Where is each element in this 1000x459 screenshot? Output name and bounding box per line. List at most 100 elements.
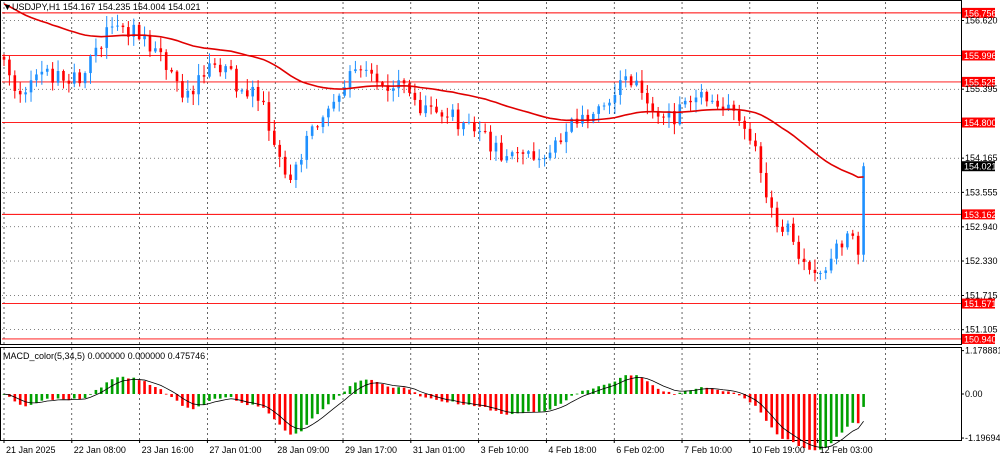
candle-body bbox=[391, 88, 395, 91]
macd-bar bbox=[127, 378, 130, 394]
candle bbox=[656, 106, 660, 124]
macd-bar bbox=[370, 379, 373, 394]
macd-bar bbox=[662, 391, 665, 394]
macd-bar bbox=[300, 394, 303, 432]
candle-body bbox=[737, 110, 741, 121]
macd-bar bbox=[267, 394, 271, 414]
candle-body bbox=[694, 97, 698, 103]
symbol-menu-arrow-icon[interactable]: ▼ bbox=[3, 2, 12, 12]
candle bbox=[483, 123, 487, 134]
horizontal-levels[interactable]: 156.756 155.996 155.525 154.800 153.162 151.5… bbox=[2, 7, 997, 345]
candle-body bbox=[354, 69, 357, 72]
candle-body bbox=[300, 159, 303, 165]
candle bbox=[532, 142, 536, 161]
candle-body bbox=[89, 56, 92, 74]
candle bbox=[543, 154, 546, 167]
candle-body bbox=[521, 152, 525, 154]
price-tick-label: 155.395 bbox=[965, 84, 998, 94]
candle-body bbox=[159, 48, 163, 53]
macd-bar bbox=[673, 394, 676, 395]
candle-body bbox=[705, 91, 709, 102]
candle bbox=[737, 104, 741, 126]
candle bbox=[348, 65, 352, 98]
candle-body bbox=[289, 174, 292, 180]
macd-bar bbox=[67, 394, 71, 401]
candle-body bbox=[770, 197, 773, 208]
candle-body bbox=[45, 68, 49, 72]
candle-body bbox=[608, 102, 611, 106]
candle-body bbox=[413, 92, 417, 100]
macd-bar bbox=[494, 394, 498, 411]
macd-bar bbox=[591, 388, 595, 394]
candle-body bbox=[213, 63, 217, 65]
candle-body bbox=[348, 71, 352, 88]
candle-body bbox=[51, 68, 54, 83]
level-price-label: 155.525 bbox=[964, 77, 997, 87]
macd-bar bbox=[8, 394, 11, 397]
candle-body bbox=[35, 74, 38, 81]
candle-body bbox=[505, 156, 509, 161]
candle bbox=[624, 69, 628, 88]
candle-body bbox=[148, 34, 152, 52]
candle-body bbox=[613, 94, 617, 103]
candle-body bbox=[700, 91, 703, 98]
candle-body bbox=[527, 151, 530, 154]
macd-bar bbox=[775, 394, 779, 435]
candle bbox=[218, 58, 222, 77]
macd-bar bbox=[732, 392, 736, 394]
candle bbox=[575, 108, 579, 128]
candle bbox=[100, 46, 103, 58]
candle bbox=[764, 162, 768, 204]
candle bbox=[294, 161, 298, 188]
candle bbox=[862, 162, 865, 262]
macd-bar bbox=[716, 389, 719, 394]
candle bbox=[640, 70, 644, 100]
macd-bar bbox=[467, 394, 471, 405]
macd-bar bbox=[408, 389, 411, 394]
price-tick-label: 156.620 bbox=[965, 16, 998, 26]
candle bbox=[127, 21, 130, 46]
candle-body bbox=[451, 109, 455, 117]
macd-bar bbox=[678, 392, 682, 394]
candle-body bbox=[143, 34, 146, 40]
candle-body bbox=[381, 82, 384, 86]
price-tick-label: 151.715 bbox=[965, 291, 998, 301]
level-price-tag bbox=[962, 50, 995, 61]
candle bbox=[694, 89, 698, 113]
candle-body bbox=[72, 72, 76, 84]
macd-bar bbox=[213, 394, 217, 399]
macd-axis: 1.178881 0.00 -1.196945 bbox=[961, 346, 1000, 443]
candle-body bbox=[781, 226, 784, 232]
candle-body bbox=[440, 112, 444, 117]
macd-bar bbox=[473, 394, 476, 407]
candle-body bbox=[564, 131, 568, 143]
macd-bar bbox=[819, 394, 822, 450]
candle-body bbox=[591, 113, 595, 122]
price-axis: 156.620 155.395 154.165 153.555 152.940 152.3… bbox=[961, 16, 998, 335]
candle bbox=[678, 96, 682, 126]
candle-body bbox=[710, 100, 714, 102]
macd-bar bbox=[159, 389, 163, 394]
candle bbox=[364, 61, 368, 77]
candle bbox=[564, 123, 568, 154]
candle bbox=[451, 104, 455, 121]
candle-body bbox=[635, 80, 638, 86]
candle-body bbox=[170, 69, 173, 72]
candle bbox=[235, 65, 238, 98]
candle bbox=[775, 201, 779, 233]
candle bbox=[646, 85, 649, 115]
candle bbox=[13, 70, 17, 99]
candle-body bbox=[202, 75, 206, 77]
macd-bar bbox=[786, 394, 790, 440]
macd-bar bbox=[56, 394, 60, 399]
candle bbox=[727, 94, 730, 111]
macd-bar bbox=[748, 394, 752, 403]
candle-body bbox=[808, 261, 811, 270]
moving-average bbox=[3, 3, 864, 179]
candle-body bbox=[656, 110, 660, 117]
moving-average-line bbox=[3, 3, 864, 179]
macd-bar bbox=[462, 394, 465, 405]
candle bbox=[72, 63, 76, 88]
candle-body bbox=[543, 158, 546, 160]
